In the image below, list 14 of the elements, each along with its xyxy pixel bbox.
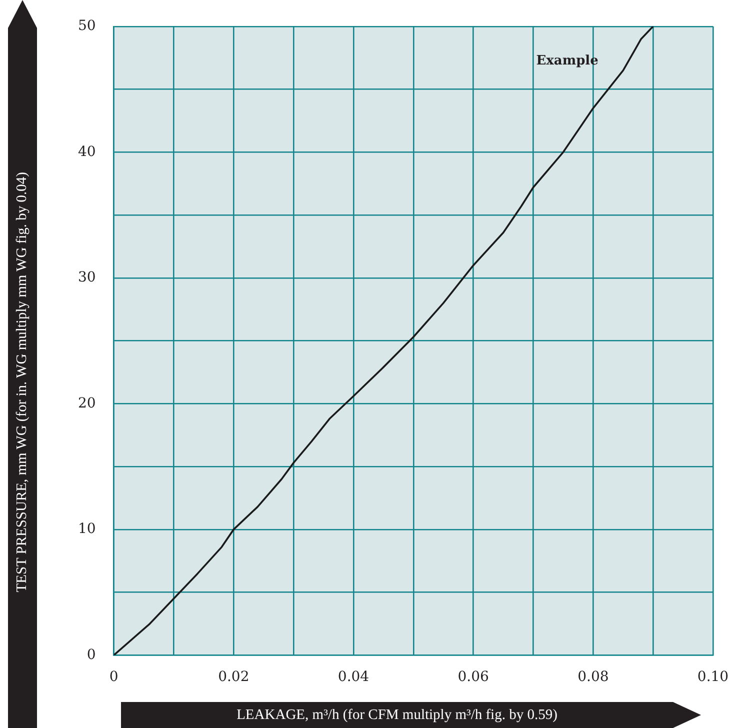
x-tick-label: 0.10: [697, 669, 729, 686]
y-tick-label: 20: [78, 395, 96, 412]
x-tick-label: 0.02: [218, 669, 250, 686]
x-tick-label: 0: [109, 669, 118, 686]
y-tick-label: 50: [78, 18, 96, 34]
y-axis-title: TEST PRESSURE, mm WG (for in. WG multiply mm WG fig. by 0.04): [14, 172, 31, 592]
y-tick-label: 0: [86, 646, 96, 663]
x-tick-label: 0.06: [458, 669, 490, 686]
x-tick-label: 0.08: [578, 669, 609, 686]
y-tick-label: 40: [78, 144, 96, 160]
y-tick-label: 10: [78, 521, 96, 538]
x-axis-title: LEAKAGE, m³/h (for CFM multiply m³/h fig. by 0.59): [236, 706, 558, 724]
x-tick-label: 0.04: [338, 669, 370, 686]
y-tick-label: 30: [78, 270, 96, 286]
